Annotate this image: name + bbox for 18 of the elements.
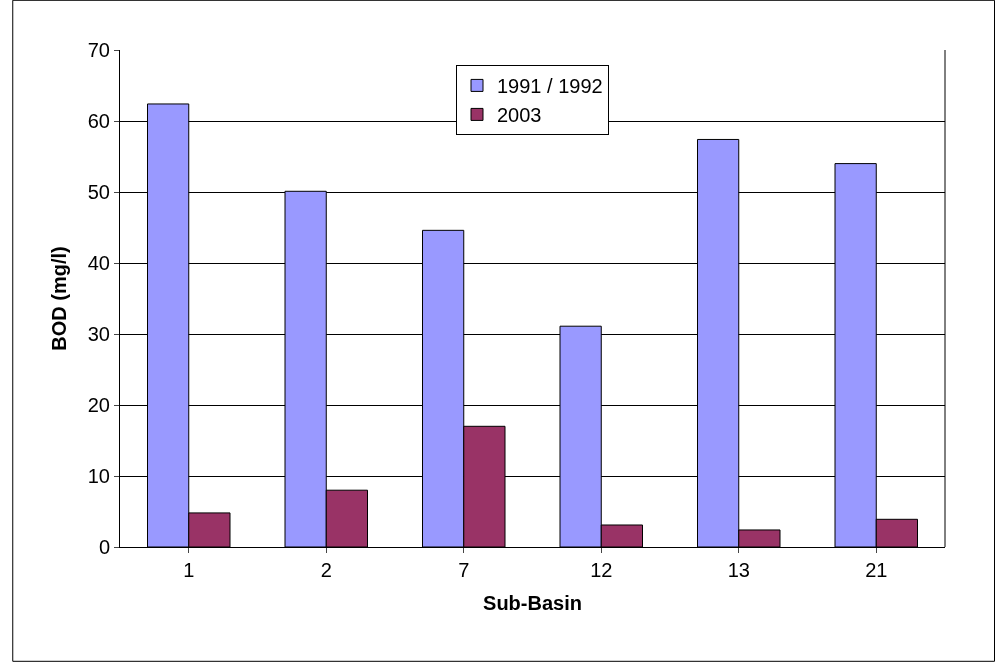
y-tick-label: 30 xyxy=(87,323,110,345)
x-tick-label: 12 xyxy=(590,559,613,581)
y-tick-label: 40 xyxy=(87,252,110,274)
legend-label: 2003 xyxy=(497,104,542,127)
x-axis-title: Sub-Basin xyxy=(483,591,582,614)
x-tick-label: 21 xyxy=(865,559,888,581)
y-tick-label: 20 xyxy=(87,394,110,416)
y-tick-label: 0 xyxy=(98,536,110,558)
x-tick-label: 7 xyxy=(458,559,470,581)
x-tick-label: 13 xyxy=(727,559,750,581)
y-tick-label: 70 xyxy=(87,39,110,61)
legend-label: 1991 / 1992 xyxy=(497,75,603,98)
y-tick-label: 50 xyxy=(87,181,110,203)
y-tick-label: 60 xyxy=(87,110,110,132)
x-tick-label: 1 xyxy=(183,559,195,581)
y-axis-title: BOD (mg/l) xyxy=(48,246,71,351)
y-tick-label: 10 xyxy=(87,465,110,487)
x-tick-label: 2 xyxy=(320,559,332,581)
